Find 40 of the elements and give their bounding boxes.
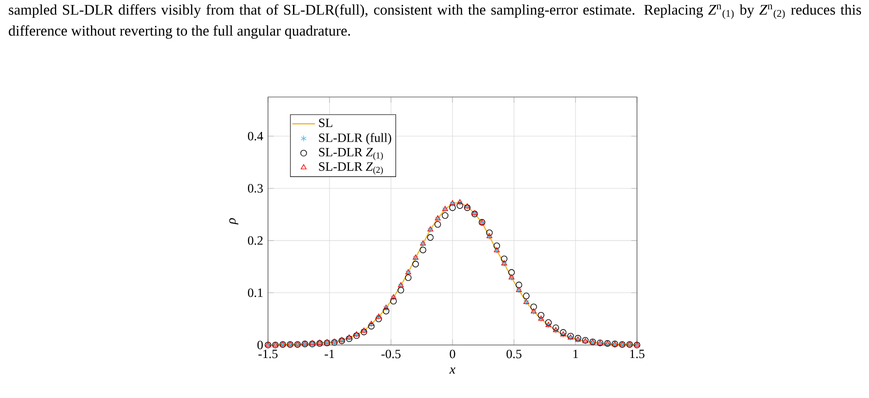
y-tick-label: 0.3 <box>248 184 263 193</box>
point <box>538 312 544 318</box>
point <box>486 229 493 236</box>
point <box>500 256 508 262</box>
point <box>456 202 464 209</box>
x-tick-label: 0 <box>450 350 456 358</box>
x-tick-label: 0.5 <box>506 350 522 358</box>
y-tick-label: 0.1 <box>248 288 263 298</box>
point <box>427 234 434 241</box>
point <box>382 308 390 314</box>
point <box>420 246 426 254</box>
point <box>530 304 537 310</box>
point <box>404 274 412 281</box>
legend-label: SL-DLR Z$_{(2)}$ <box>319 162 383 175</box>
point <box>390 298 397 304</box>
point <box>494 242 500 250</box>
legend-label: SL-DLR Z$_{(1)}$ <box>319 148 383 160</box>
x-tick-label: -1.5 <box>258 350 278 358</box>
y-axis-title: ρ <box>229 218 238 225</box>
point <box>516 282 522 288</box>
x-axis-title: x <box>449 367 456 374</box>
x-tick-label: 1.5 <box>630 350 644 358</box>
y-tick-label: 0.2 <box>248 236 263 245</box>
y-tick-label: 0.4 <box>248 132 264 140</box>
y-tick-label: 0 <box>257 340 263 350</box>
legend-label: SL-DLR (full) <box>319 132 392 145</box>
text: sampled SL-DLR differs visibly from that of SL-DLR(full), consistent with the sampling-error estimate. Replacing Z$^{n}$$_{(1)}$ by Z$^{n}$$_{(2)}$ reduces this difference without reverting to the full angular quadrature. <box>8 4 862 39</box>
point <box>545 319 552 326</box>
point <box>523 292 530 300</box>
point <box>434 221 442 228</box>
point <box>412 260 419 268</box>
x-tick-label: -0.5 <box>381 350 401 358</box>
point <box>442 212 448 219</box>
point <box>508 269 515 276</box>
point <box>449 204 456 211</box>
point <box>398 286 404 294</box>
legend-label: SL <box>319 118 332 128</box>
point <box>552 324 560 332</box>
x-tick-label: 1 <box>573 350 578 358</box>
x-tick-label: -1 <box>324 350 334 358</box>
